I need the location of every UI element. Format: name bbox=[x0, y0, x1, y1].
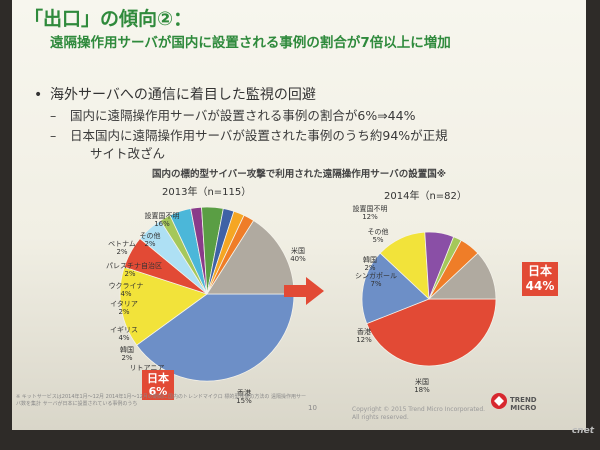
slice-label-value: 15% bbox=[236, 397, 252, 405]
pie-slice-label: イタリア 2% bbox=[100, 300, 148, 316]
sub-point: – 日本国内に遠隔操作用サーバが設置された事例のうち約94%が正規 bbox=[50, 128, 448, 144]
japan-2014-callout: 日本 44% bbox=[522, 262, 558, 296]
slice-label-name: イタリア bbox=[110, 300, 138, 308]
slice-label-value: 40% bbox=[290, 255, 306, 263]
slice-label-value: 5% bbox=[372, 236, 384, 244]
pie-slice-2014 bbox=[361, 252, 430, 325]
footnote: ※ キットサービスは2014年1月〜12月 2014年1月〜12月の期間に国内の… bbox=[16, 394, 306, 407]
slice-label-value: 4% bbox=[118, 334, 130, 342]
pie-2013-title: 2013年（n=115） bbox=[162, 187, 252, 198]
sub-dash: – bbox=[50, 108, 57, 123]
pie-chart-2013 bbox=[119, 206, 295, 382]
sub-dash: – bbox=[50, 128, 57, 143]
pie-slice-2013 bbox=[136, 293, 295, 382]
pie-slice-2014 bbox=[427, 252, 497, 300]
slice-label-value: 12% bbox=[356, 336, 372, 344]
pie-slice-label: 香港 15% bbox=[220, 389, 268, 405]
logo-line: MICRO bbox=[510, 404, 537, 412]
pie-chart-2014 bbox=[361, 231, 497, 367]
watermark: cnet bbox=[571, 426, 594, 436]
slice-label-value: 4% bbox=[120, 290, 132, 298]
pie-slice-label: その他 5% bbox=[354, 228, 402, 244]
slice-label-value: 2% bbox=[118, 308, 130, 316]
slice-label-name: その他 bbox=[139, 232, 161, 240]
pie-slice-label: その他 2% bbox=[126, 232, 174, 248]
slice-label-name: 米国 bbox=[291, 247, 305, 255]
slice-label-name: 設置国不明 bbox=[352, 205, 388, 213]
slice-label-value: 2% bbox=[116, 248, 128, 256]
pie-slice-label: 韓国 2% bbox=[103, 346, 151, 362]
copyright: Copyright © 2015 Trend Micro Incorporate… bbox=[352, 406, 485, 422]
pie-slice-label: 韓国 2% bbox=[346, 256, 394, 272]
slice-label-name: 設置国不明 bbox=[144, 212, 180, 220]
right-arrow-icon bbox=[284, 277, 324, 305]
slice-label-name: 香港 bbox=[357, 328, 371, 336]
slice-label-value: 2% bbox=[144, 240, 156, 248]
japan-callout-value: 44% bbox=[525, 279, 555, 293]
sub-point: – 国内に遠隔操作用サーバが設置される事例の割合が6%⇒44% bbox=[50, 108, 416, 124]
pie-slice-label: ベトナム 2% bbox=[98, 240, 146, 256]
pie-slice-2014 bbox=[366, 298, 497, 367]
slide-subtitle: 遠隔操作用サーバが国内に設置される事例の割合が7倍以上に増加 bbox=[50, 35, 451, 51]
japan-callout-label: 日本 bbox=[147, 372, 169, 385]
trend-micro-logo-icon bbox=[491, 393, 507, 409]
slice-label-value: 2% bbox=[364, 264, 376, 272]
pie-slice-label: 米国 40% bbox=[274, 247, 322, 263]
slice-label-name: イギリス bbox=[110, 326, 138, 334]
japan-callout-value: 6% bbox=[148, 385, 168, 398]
copyright-line: All rights reserved. bbox=[352, 414, 409, 421]
slice-label-value: 12% bbox=[362, 213, 378, 221]
slice-label-value: 16% bbox=[154, 220, 170, 228]
pie-slice-label: シンガポール 7% bbox=[352, 272, 400, 288]
bullet-point: • 海外サーバへの通信に着目した監視の回避 bbox=[34, 84, 316, 104]
pie-slice-label: ウクライナ 4% bbox=[102, 282, 150, 298]
slice-label-name: パレスチナ自治区 bbox=[106, 262, 162, 270]
slice-label-name: 韓国 bbox=[120, 346, 134, 354]
bullet-text: 海外サーバへの通信に着目した監視の回避 bbox=[50, 87, 316, 103]
slice-label-name: シンガポール bbox=[355, 272, 397, 280]
slice-label-name: 香港 bbox=[237, 389, 251, 397]
japan-callout-label: 日本 bbox=[527, 264, 552, 278]
slice-label-name: 米国 bbox=[415, 378, 429, 386]
slice-label-value: 2% bbox=[124, 270, 136, 278]
bullet-dot: • bbox=[34, 87, 43, 103]
pie-2014-title: 2014年（n=82） bbox=[384, 191, 467, 202]
copyright-line: Copyright © 2015 Trend Micro Incorporate… bbox=[352, 406, 486, 413]
sub-point-text: 日本国内に遠隔操作用サーバが設置された事例のうち約94%が正規 bbox=[70, 128, 448, 143]
pie-slice-2013 bbox=[119, 266, 208, 346]
slice-label-value: 18% bbox=[414, 386, 430, 394]
slice-label-value: 7% bbox=[370, 280, 382, 288]
slice-label-name: ベトナム bbox=[108, 240, 136, 248]
slide-title: 「出口」の傾向②： bbox=[24, 8, 193, 30]
slice-label-name: 韓国 bbox=[363, 256, 377, 264]
slice-label-name: ウクライナ bbox=[108, 282, 144, 290]
pie-slice-label: イギリス 4% bbox=[100, 326, 148, 342]
japan-2013-callout: 日本 6% bbox=[142, 370, 174, 400]
pie-slice-label: 設置国不明 16% bbox=[138, 212, 186, 228]
pie-slice-label: 香港 12% bbox=[340, 328, 388, 344]
sub-point-text: 国内に遠隔操作用サーバが設置される事例の割合が6%⇒44% bbox=[70, 108, 416, 123]
logo-text: TREND MICRO bbox=[510, 396, 537, 412]
slice-label-value: 2% bbox=[121, 354, 133, 362]
pie-slice-label: パレスチナ自治区 2% bbox=[106, 262, 162, 278]
logo-line: TREND bbox=[510, 396, 537, 404]
pie-slice-label: 米国 18% bbox=[398, 378, 446, 394]
page-number: 10 bbox=[308, 404, 317, 412]
slice-label-name: その他 bbox=[367, 228, 389, 236]
chart-title: 国内の標的型サイバー攻撃で利用された遠隔操作用サーバの設置国※ bbox=[152, 169, 446, 180]
slice-label-name: リトアニア bbox=[129, 364, 165, 372]
pie-slice-label: 設置国不明 12% bbox=[346, 205, 394, 221]
presentation-slide: 「出口」の傾向②： 遠隔操作用サーバが国内に設置される事例の割合が7倍以上に増加… bbox=[12, 0, 586, 430]
sub-point-continued: サイト改ざん bbox=[90, 146, 166, 161]
